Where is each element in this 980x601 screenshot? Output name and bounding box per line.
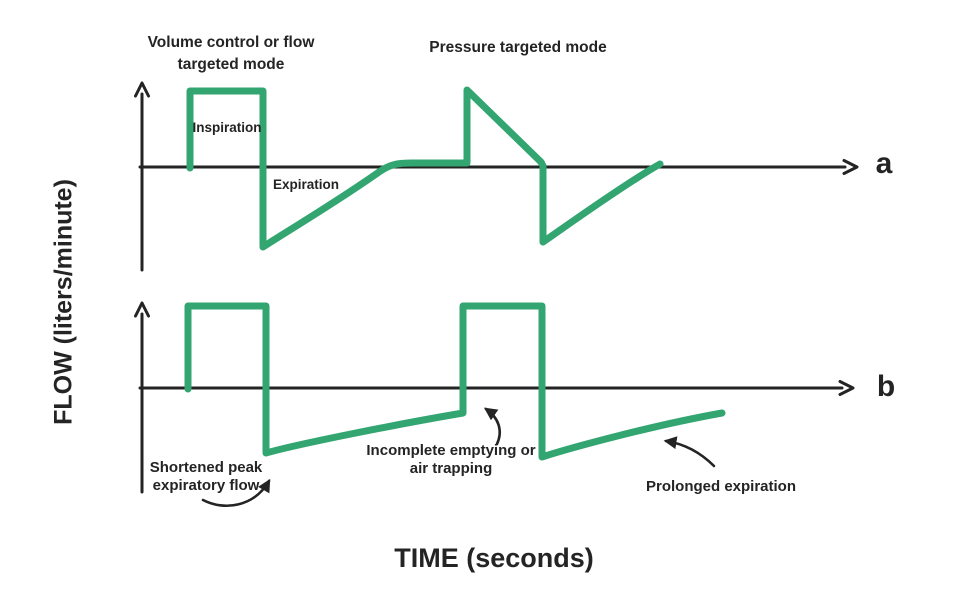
panel-b-axes bbox=[134, 301, 855, 494]
prolonged-expiration-arrow-icon bbox=[663, 436, 716, 468]
expiration-label: Expiration bbox=[272, 177, 340, 192]
flow-axis-label: FLOW (liters/minute) bbox=[49, 179, 78, 425]
pressure-mode-title: Pressure targeted mode bbox=[429, 39, 607, 56]
panel-a-y-axis-arrow-icon bbox=[134, 81, 150, 98]
incomplete-emptying-arrow-icon bbox=[483, 407, 501, 446]
prolonged-expiration-annotation: Prolonged expiration bbox=[645, 478, 797, 495]
panel-a-axes bbox=[134, 81, 859, 272]
inspiration-label: Inspiration bbox=[192, 120, 262, 135]
shortened-peak-annotation: Shortened peak expiratory flow bbox=[149, 459, 263, 494]
panel-a-id-label: a bbox=[875, 147, 893, 180]
panel-a-flow-waveform bbox=[186, 86, 664, 251]
time-axis-label: TIME (seconds) bbox=[394, 543, 594, 573]
panel-b-id-label: b bbox=[876, 370, 896, 403]
panel-a-x-axis-arrow-icon bbox=[842, 159, 859, 175]
shortened-peak-arrow-icon bbox=[201, 478, 271, 507]
panel-b-y-axis-arrow-icon bbox=[134, 301, 150, 318]
panel-b-flow-waveform bbox=[184, 302, 726, 461]
panel-b-x-axis-arrow-icon bbox=[838, 380, 855, 396]
volume-mode-title: Volume control or flow targeted mode bbox=[147, 34, 315, 73]
incomplete-emptying-annotation: Incomplete emptying or air trapping bbox=[366, 442, 536, 477]
